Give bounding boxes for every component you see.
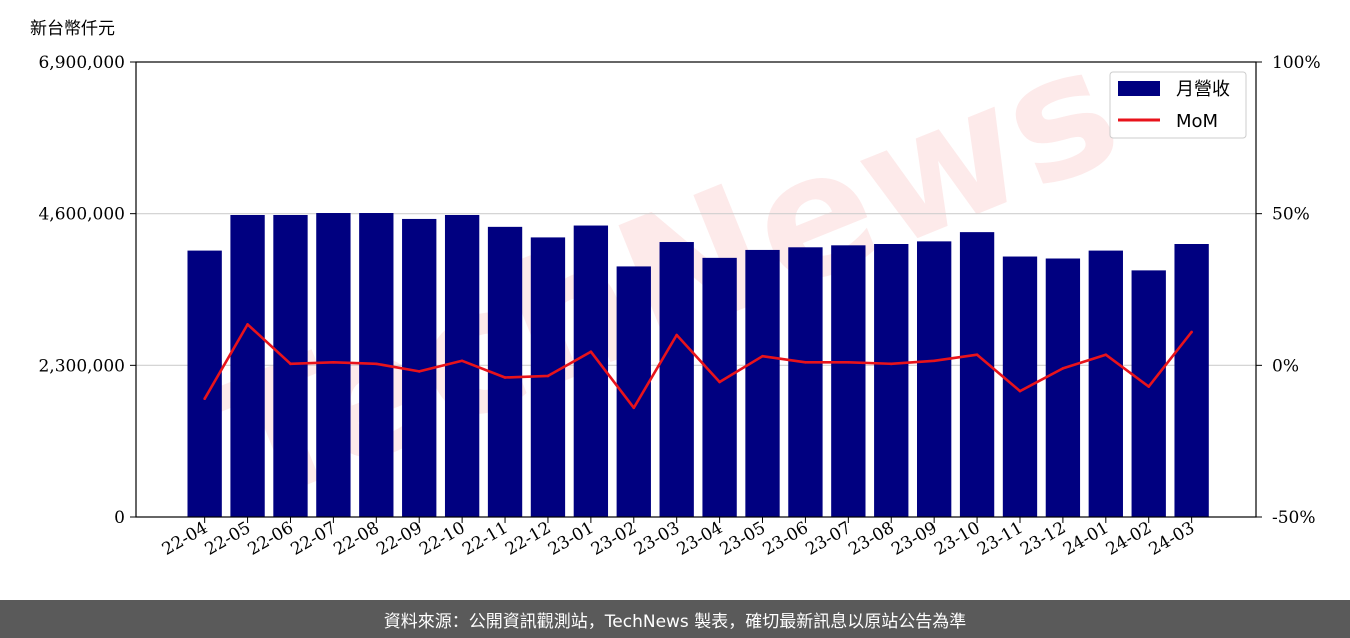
mom-point-22-09 [417,370,421,373]
bar-22-04 [187,250,222,517]
mom-point-22-06 [289,362,292,366]
bar-23-10 [959,232,995,517]
x-axis-tick-label: 22-10 [416,518,468,560]
left-axis-tick-label: 4,600,000 [38,205,125,225]
bar-23-08 [874,244,909,517]
bar-24-01 [1088,250,1123,517]
x-axis-tick-label: 22-05 [202,518,254,560]
mom-point-23-06 [804,361,807,364]
mom-line [203,323,1193,410]
x-axis-tick-label: 23-05 [717,518,769,560]
x-axis-tick-label: 23-01 [545,518,597,560]
mom-point-24-01 [1104,353,1108,357]
mom-point-22-07 [332,361,335,364]
x-axis-tick-label: 24-02 [1103,518,1155,560]
left-axis-unit-label: 新台幣仟元 [30,19,115,39]
mom-point-23-11 [1018,389,1022,393]
mom-point-22-05 [246,323,249,326]
x-axis-tick-label: 23-12 [1017,518,1069,560]
bar-23-03 [659,242,694,518]
source-footer: 資料來源：公開資訊觀測站，TechNews 製表，確切最新訊息以原站公告為準 [0,600,1350,638]
mom-line-layer [203,323,1193,410]
bar-24-02 [1131,270,1166,517]
mom-point-23-08 [889,362,893,366]
left-axis-tick-label: 6,900,000 [38,53,125,73]
mom-point-23-10 [975,353,979,357]
legend-label-revenue: 月營收 [1176,79,1230,100]
mom-point-22-10 [460,359,464,363]
x-axis-tick-label: 23-07 [802,518,854,560]
x-axis-tick-label: 23-04 [674,518,726,560]
bar-23-04 [702,257,737,517]
mom-point-24-02 [1147,385,1151,388]
bar-23-12 [1045,258,1081,517]
bar-22-06 [273,214,308,517]
legend: 月營收 MoM [1109,71,1247,139]
bar-22-07 [316,213,351,517]
x-axis-tick-label: 22-08 [330,518,382,560]
mom-point-23-07 [847,361,850,364]
bar-24-03 [1174,244,1209,517]
left-axis-tick-label: 0 [114,508,125,528]
mom-point-23-04 [718,380,721,384]
x-axis-tick-label: 23-03 [631,518,683,560]
mom-point-24-03 [1190,330,1193,334]
bar-23-05 [745,249,780,517]
mom-point-22-08 [375,362,378,366]
bar-22-05 [230,214,265,517]
mom-point-22-11 [503,376,507,379]
mom-point-23-02 [632,406,636,410]
x-axis-tick-label: 23-10 [931,518,983,560]
bar-23-09 [916,241,952,518]
x-axis-tick-label: 23-11 [974,518,1026,560]
bar-23-06 [788,247,823,517]
x-axis-tick-label: 23-02 [588,518,640,560]
legend-label-mom: MoM [1176,111,1218,132]
x-axis-tick-label: 22-09 [373,518,425,560]
footer-text: 資料來源：公開資訊觀測站，TechNews 製表，確切最新訊息以原站公告為準 [383,611,967,632]
x-axis-tick-label: 24-03 [1146,518,1198,560]
right-axis-tick-label: -50% [1272,508,1316,528]
bar-23-11 [1002,256,1038,517]
mom-point-23-12 [1061,367,1065,370]
mom-point-23-03 [675,333,678,337]
plot-frame [135,61,1257,518]
left-axis-tick-label: 2,300,000 [38,356,125,376]
legend-swatch-revenue [1118,81,1160,96]
x-axis-tick-label: 22-11 [459,518,511,560]
right-axis-tick-label: 0% [1272,356,1299,376]
mom-point-23-05 [761,354,764,358]
bar-23-01 [573,225,609,517]
bar-23-07 [831,245,866,517]
mom-point-23-01 [589,350,593,353]
right-axis-tick-label: 100% [1272,53,1321,73]
x-axis-tick-label: 24-01 [1060,518,1112,560]
bars [187,213,1209,518]
mom-point-22-12 [546,374,550,378]
x-axis-tick-label: 23-08 [845,518,897,560]
x-axis-tick-label: 23-09 [888,518,940,560]
x-axis-tick-label: 23-06 [759,518,811,560]
x-axis-tick-label: 22-12 [502,518,554,560]
mom-point-22-04 [203,397,206,401]
x-axis-tick-label: 22-04 [159,518,211,560]
right-axis-tick-label: 50% [1272,205,1310,225]
mom-point-23-09 [932,359,936,363]
chart: TechNews 02,300,0004,600,0006,900,000-50… [30,7,1321,560]
